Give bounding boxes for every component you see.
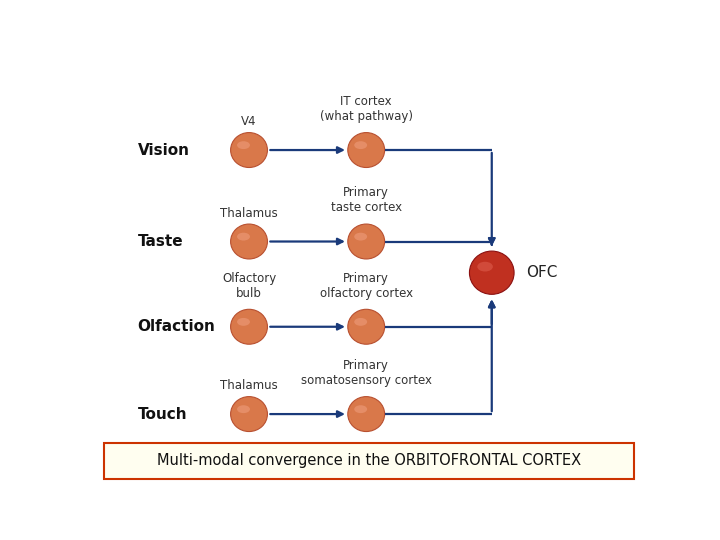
Text: Vision: Vision	[138, 143, 189, 158]
Text: Taste: Taste	[138, 234, 183, 249]
Ellipse shape	[237, 405, 250, 413]
Ellipse shape	[354, 233, 367, 240]
Text: Primary
somatosensory cortex: Primary somatosensory cortex	[301, 359, 432, 387]
Text: Thalamus: Thalamus	[220, 207, 278, 220]
Text: Touch: Touch	[138, 407, 187, 422]
Text: Olfactory
bulb: Olfactory bulb	[222, 272, 276, 300]
Ellipse shape	[237, 233, 250, 240]
Text: Thalamus: Thalamus	[220, 380, 278, 393]
Ellipse shape	[230, 224, 267, 259]
Ellipse shape	[477, 262, 493, 272]
Ellipse shape	[237, 141, 250, 149]
Ellipse shape	[237, 318, 250, 326]
Ellipse shape	[354, 318, 367, 326]
Text: Primary
taste cortex: Primary taste cortex	[330, 186, 402, 214]
Ellipse shape	[348, 396, 384, 431]
Ellipse shape	[354, 141, 367, 149]
Ellipse shape	[469, 251, 514, 294]
Text: OFC: OFC	[526, 265, 558, 280]
Ellipse shape	[354, 405, 367, 413]
Ellipse shape	[348, 224, 384, 259]
Text: Primary
olfactory cortex: Primary olfactory cortex	[320, 272, 413, 300]
Text: Olfaction: Olfaction	[138, 319, 215, 334]
Ellipse shape	[230, 396, 267, 431]
Ellipse shape	[230, 309, 267, 344]
Ellipse shape	[230, 133, 267, 167]
FancyBboxPatch shape	[104, 443, 634, 478]
Text: IT cortex
(what pathway): IT cortex (what pathway)	[320, 95, 413, 123]
Ellipse shape	[348, 309, 384, 344]
Text: V4: V4	[241, 116, 257, 129]
Text: Multi-modal convergence in the ORBITOFRONTAL CORTEX: Multi-modal convergence in the ORBITOFRO…	[157, 454, 581, 468]
Ellipse shape	[348, 133, 384, 167]
